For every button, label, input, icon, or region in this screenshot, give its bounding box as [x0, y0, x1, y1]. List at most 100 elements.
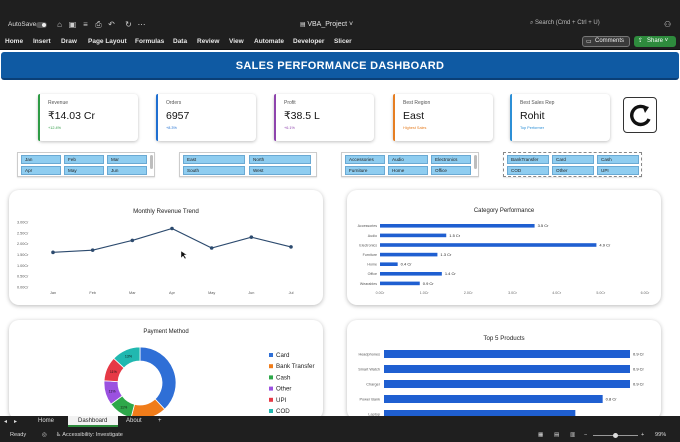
- zoom-in-button[interactable]: +: [641, 432, 645, 438]
- home-icon[interactable]: ⌂: [57, 20, 62, 29]
- kpi-label: Best Sales Rep: [520, 100, 555, 106]
- slicer-chip[interactable]: UPI: [597, 166, 639, 175]
- chart-card-category[interactable]: [347, 190, 661, 305]
- slicer-chip[interactable]: Electronics: [431, 155, 471, 164]
- tab-formulas[interactable]: Formulas: [135, 38, 165, 45]
- document-title[interactable]: ▤ VBA_Project ˅: [300, 21, 354, 28]
- kpi-accent-bar: [393, 94, 395, 141]
- add-sheet-button[interactable]: +: [158, 418, 162, 424]
- kpi-value: East: [403, 110, 425, 122]
- undo-icon[interactable]: ↶: [108, 20, 115, 29]
- slicer-chip[interactable]: Office: [431, 166, 471, 175]
- slicer-chip[interactable]: Audio: [388, 155, 428, 164]
- tab-automate[interactable]: Automate: [254, 38, 284, 45]
- status-bar: [0, 428, 680, 442]
- kpi-value: Rohit: [520, 110, 545, 122]
- tab-scroll-right[interactable]: ▸: [14, 419, 18, 425]
- kpi-sub: +6.1%: [284, 126, 295, 130]
- kpi-card-profit: Profit ₹38.5 L +6.1%: [274, 94, 374, 141]
- slicer-chip[interactable]: Accessories: [345, 155, 385, 164]
- slicer-scrollbar[interactable]: [150, 155, 153, 169]
- slicer-chip[interactable]: Jun: [107, 166, 147, 175]
- status-icon: ◎: [42, 432, 47, 438]
- accessibility-status[interactable]: ♿ Accessibility: Investigate: [56, 432, 123, 438]
- slicer-chip[interactable]: BankTransfer: [507, 155, 549, 164]
- slicer-chip[interactable]: East: [183, 155, 245, 164]
- page-break-icon[interactable]: ▥: [570, 432, 576, 438]
- slicer-chip[interactable]: Furniture: [345, 166, 385, 175]
- slicer-chip[interactable]: Cash: [597, 155, 639, 164]
- zoom-slider-thumb[interactable]: [613, 433, 618, 438]
- slicer-chip[interactable]: Feb: [64, 155, 104, 164]
- slicer-chip[interactable]: Jan: [21, 155, 61, 164]
- tab-page-layout[interactable]: Page Layout: [88, 38, 127, 45]
- sheet-tab-dashboard[interactable]: Dashboard: [68, 416, 118, 427]
- kpi-accent-bar: [156, 94, 158, 141]
- kpi-sub: Top Performer: [520, 126, 545, 130]
- slicer-chip[interactable]: Card: [552, 155, 594, 164]
- kpi-label: Orders: [166, 100, 182, 106]
- more-icon[interactable]: ⋯: [137, 20, 146, 29]
- slicer-chip[interactable]: North: [249, 155, 311, 164]
- comment-icon: ▭: [586, 39, 592, 45]
- slicer-category: Accessories Audio Electronics Furniture …: [341, 152, 479, 177]
- dashboard-banner: [1, 52, 679, 80]
- ribbon: [0, 34, 680, 50]
- tab-developer[interactable]: Developer: [293, 38, 325, 45]
- slicer-payment: BankTransfer Card Cash COD Other UPI: [503, 152, 642, 177]
- sheet-tab-bar: [0, 416, 680, 428]
- chart-card-revenue-trend[interactable]: [9, 190, 323, 305]
- tab-data[interactable]: Data: [173, 38, 188, 45]
- zoom-level[interactable]: 99%: [655, 432, 667, 438]
- chart-card-top-products[interactable]: [347, 320, 661, 420]
- tab-draw[interactable]: Draw: [61, 38, 77, 45]
- slicer-chip[interactable]: Other: [552, 166, 594, 175]
- kpi-sub: +12.4%: [48, 126, 61, 130]
- slicer-region: East North South West: [179, 152, 317, 177]
- kpi-accent-bar: [274, 94, 276, 141]
- tab-review[interactable]: Review: [197, 38, 220, 45]
- tab-scroll-left[interactable]: ◂: [4, 419, 8, 425]
- kpi-card-best-region: Best Region East Highest Sales: [393, 94, 493, 141]
- slicer-chip[interactable]: South: [183, 166, 245, 175]
- kpi-sub: Highest Sales: [403, 126, 427, 130]
- redo-icon[interactable]: ↻: [125, 20, 132, 29]
- share-button[interactable]: ⇪ Share ˅: [634, 36, 676, 47]
- tab-insert[interactable]: Insert: [33, 38, 51, 45]
- kpi-card-revenue: Revenue ₹14.03 Cr +12.4%: [38, 94, 138, 141]
- autosave-toggle[interactable]: [36, 22, 47, 28]
- zoom-out-button[interactable]: −: [584, 432, 588, 438]
- slicer-chip[interactable]: West: [249, 166, 311, 175]
- sheet-tab-home[interactable]: Home: [38, 418, 55, 424]
- search-box[interactable]: ⌕ Search (Cmd + Ctrl + U): [530, 20, 600, 26]
- comments-button[interactable]: ▭ Comments: [582, 36, 630, 47]
- tab-home[interactable]: Home: [5, 38, 24, 45]
- kpi-accent-bar: [38, 94, 40, 141]
- tab-view[interactable]: View: [229, 38, 244, 45]
- refresh-icon: [630, 104, 651, 127]
- slicer-scrollbar[interactable]: [474, 155, 477, 169]
- accessibility-icon: ♿: [56, 432, 63, 438]
- search-icon: ⌕: [530, 20, 536, 26]
- kpi-label: Best Region: [403, 100, 431, 106]
- kpi-value: ₹38.5 L: [284, 110, 320, 122]
- normal-view-icon[interactable]: ▦: [538, 432, 544, 438]
- save-icon[interactable]: ▣: [68, 20, 77, 29]
- kpi-value: ₹14.03 Cr: [48, 110, 95, 122]
- slicer-chip[interactable]: Apr: [21, 166, 61, 175]
- chart-card-payment[interactable]: [9, 320, 323, 420]
- refresh-button[interactable]: [623, 97, 657, 133]
- list-icon[interactable]: ≡: [83, 20, 88, 29]
- slicer-chip[interactable]: Home: [388, 166, 428, 175]
- slicer-chip[interactable]: Mar: [107, 155, 147, 164]
- share-people-icon[interactable]: ⚇: [664, 20, 672, 29]
- page-layout-icon[interactable]: ▤: [554, 432, 560, 438]
- sheet-tab-about[interactable]: About: [126, 418, 142, 424]
- kpi-value: 6957: [166, 110, 190, 122]
- print-icon[interactable]: ⎙: [95, 20, 102, 29]
- slicer-chip[interactable]: May: [64, 166, 104, 175]
- tab-slicer[interactable]: Slicer: [334, 38, 352, 45]
- slicer-chip[interactable]: COD: [507, 166, 549, 175]
- kpi-label: Profit: [284, 100, 296, 106]
- kpi-accent-bar: [510, 94, 512, 141]
